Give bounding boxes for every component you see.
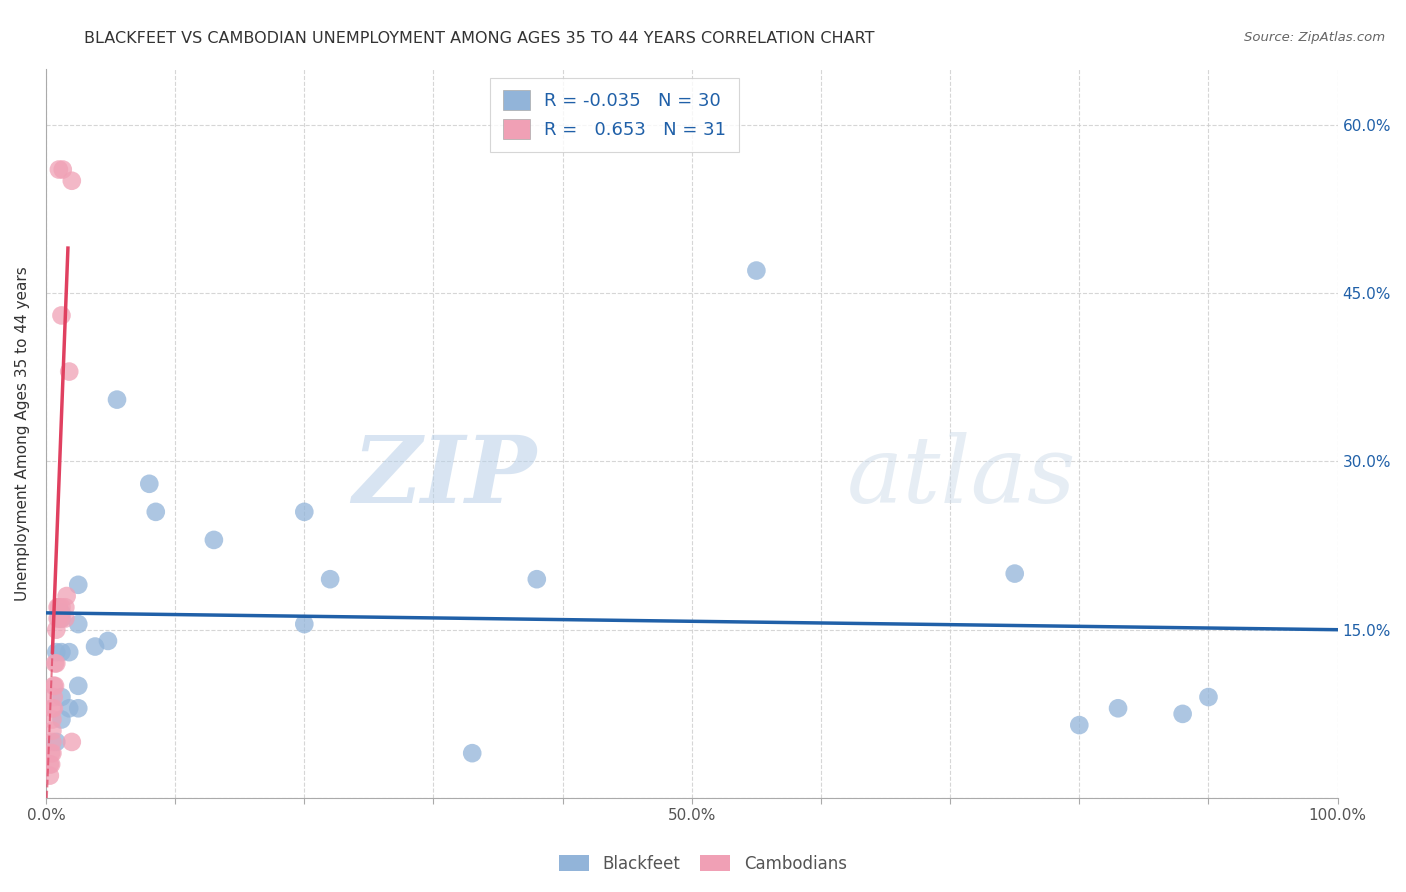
Point (67, 578, 90, 592)
Point (53, 600, 76, 615)
Point (45, 657, 67, 671)
Point (84, 640, 107, 654)
Point (42, 701, 65, 715)
Point (51, 645, 73, 659)
Point (38, 757, 60, 772)
Point (41, 713, 63, 727)
Point (1004, 566, 1026, 581)
Point (97, 634, 120, 648)
Point (1069, 718, 1091, 732)
Point (1198, 690, 1220, 704)
Point (45, 735, 67, 749)
Point (292, 617, 315, 632)
Point (41, 701, 63, 715)
Point (42, 679, 65, 693)
Point (105, 392, 128, 407)
Point (145, 505, 167, 519)
Point (55, 589, 77, 603)
Point (45, 645, 67, 659)
Point (58, 365, 80, 379)
Point (46, 611, 69, 625)
Point (461, 746, 484, 760)
Point (48, 600, 70, 615)
Text: ZIP: ZIP (353, 432, 537, 522)
Point (52, 162, 75, 177)
Point (58, 701, 80, 715)
Point (42, 690, 65, 704)
Point (48, 611, 70, 625)
Point (1171, 706, 1194, 721)
Point (38, 769, 60, 783)
Point (44, 657, 66, 671)
Point (46, 600, 69, 615)
Text: atlas: atlas (846, 432, 1077, 522)
Point (51, 611, 73, 625)
Point (41, 735, 63, 749)
Point (51, 713, 73, 727)
Point (67, 679, 90, 693)
Point (1107, 701, 1129, 715)
Legend: Blackfeet, Cambodians: Blackfeet, Cambodians (553, 848, 853, 880)
Point (51, 690, 73, 704)
Point (39, 746, 62, 760)
Point (67, 617, 90, 632)
Point (51, 606, 73, 620)
Point (745, 263, 768, 277)
Point (292, 505, 315, 519)
Point (48, 162, 70, 177)
Point (51, 600, 73, 615)
Point (60, 174, 83, 188)
Point (53, 611, 76, 625)
Point (319, 572, 342, 586)
Point (58, 645, 80, 659)
Point (44, 679, 66, 693)
Point (41, 723, 63, 738)
Point (67, 701, 90, 715)
Point (60, 735, 83, 749)
Point (51, 309, 73, 323)
Text: Source: ZipAtlas.com: Source: ZipAtlas.com (1244, 31, 1385, 45)
Y-axis label: Unemployment Among Ages 35 to 44 years: Unemployment Among Ages 35 to 44 years (15, 266, 30, 600)
Point (138, 476, 160, 491)
Legend: R = -0.035   N = 30, R =   0.653   N = 31: R = -0.035 N = 30, R = 0.653 N = 31 (489, 78, 738, 152)
Text: BLACKFEET VS CAMBODIAN UNEMPLOYMENT AMONG AGES 35 TO 44 YEARS CORRELATION CHART: BLACKFEET VS CAMBODIAN UNEMPLOYMENT AMON… (84, 31, 875, 46)
Point (51, 611, 73, 625)
Point (526, 572, 548, 586)
Point (39, 757, 62, 772)
Point (202, 533, 225, 547)
Point (41, 746, 63, 760)
Point (45, 623, 67, 637)
